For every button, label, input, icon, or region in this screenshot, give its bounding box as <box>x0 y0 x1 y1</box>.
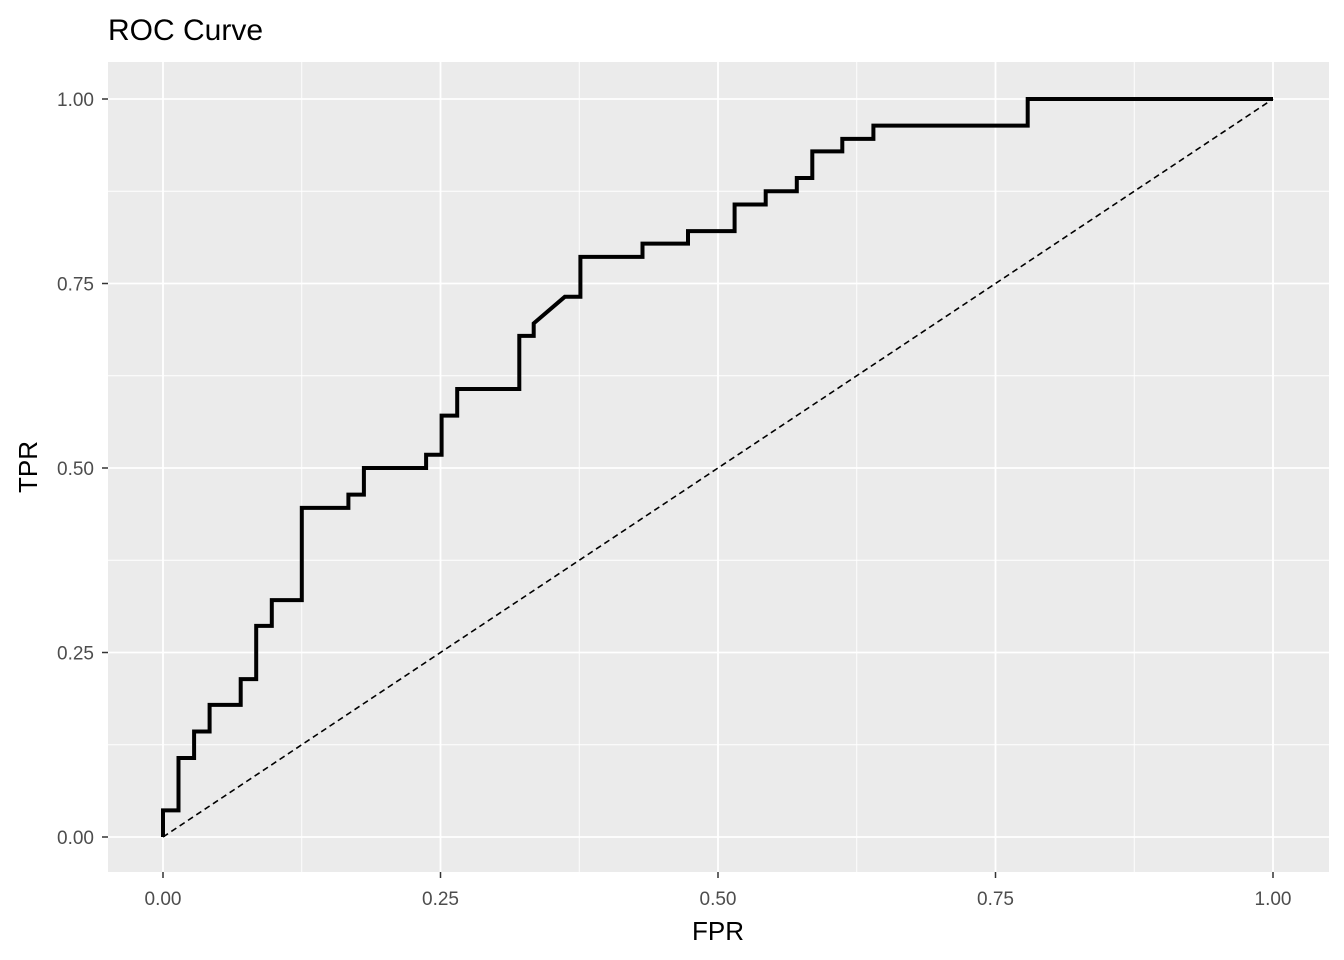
random-classifier-diagonal <box>162 98 1274 838</box>
y-tick-label: 0.00 <box>57 828 94 849</box>
y-tick-label: 0.25 <box>57 644 94 665</box>
y-axis-title: TPR <box>13 441 43 493</box>
x-tick-label: 0.75 <box>977 889 1014 910</box>
chart-title: ROC Curve <box>108 14 263 47</box>
x-axis-ticks: 0.00 0.25 0.50 0.75 1.00 <box>145 872 1292 910</box>
y-axis-ticks: 0.00 0.25 0.50 0.75 1.00 <box>57 90 108 849</box>
x-tick-label: 1.00 <box>1255 889 1292 910</box>
x-axis-title: FPR <box>692 916 744 946</box>
y-tick-label: 0.75 <box>57 275 94 296</box>
x-tick-label: 0.00 <box>145 889 182 910</box>
roc-curve-line <box>161 97 1273 837</box>
x-tick-label: 0.25 <box>422 889 459 910</box>
x-tick-label: 0.50 <box>700 889 737 910</box>
y-tick-label: 0.50 <box>57 459 94 480</box>
major-gridlines <box>108 62 1329 872</box>
y-tick-label: 1.00 <box>57 90 94 111</box>
